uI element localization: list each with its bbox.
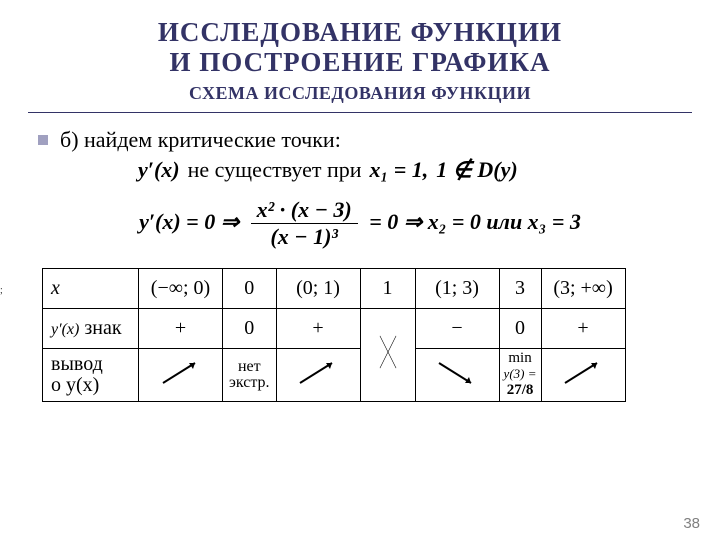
arrow-up-cell <box>139 349 223 401</box>
nonexist-text: не существует при <box>188 157 362 183</box>
point-b-line: б) найдем критические точки: <box>38 127 692 153</box>
cell: 3 <box>499 269 541 309</box>
cell: (0; 1) <box>276 269 360 309</box>
table-row: y′(x) знак + 0 + − 0 + <box>43 309 626 349</box>
cell: 0 <box>223 309 277 349</box>
point-b-text: б) найдем критические точки: <box>60 127 341 153</box>
cell: 1 <box>360 269 415 309</box>
stray-semicolon: ; <box>0 285 3 296</box>
cond1: x₁ = 1, <box>370 157 429 182</box>
arrow-up-cell <box>276 349 360 401</box>
row3-l2: о y(x) <box>51 374 99 396</box>
min-cell: min y(3) = 27/8 <box>499 349 541 401</box>
square-bullet-icon <box>38 135 48 145</box>
row3-l1: вывод <box>51 353 103 375</box>
cell: (1; 3) <box>415 269 499 309</box>
derivative-equation: y′(x) = 0 ⇒ x² · (x − 3) (x − 1)³ = 0 ⇒ … <box>28 197 692 250</box>
sign-table: x (−∞; 0) 0 (0; 1) 1 (1; 3) 3 (3; +∞) y′… <box>42 268 626 401</box>
row2-prefix: y′(x) <box>51 321 79 338</box>
row2-suffix: знак <box>79 317 121 339</box>
cell: + <box>276 309 360 349</box>
cell: + <box>139 309 223 349</box>
eq-num: x² · (x − 3) <box>251 197 358 224</box>
eq-rhs: = 0 ⇒ x₂ = 0 или x₃ = 3 <box>369 209 581 234</box>
noextr-cell: нетэкстр. <box>223 349 277 401</box>
slide-number: 38 <box>683 515 700 532</box>
nonexist-line: y′(x) не существует при x₁ = 1, 1 ∉ D(y) <box>138 157 692 183</box>
cell: (3; +∞) <box>541 269 625 309</box>
title-line-2: И ПОСТРОЕНИЕ ГРАФИКА <box>28 48 692 78</box>
noextr-l2: экстр. <box>229 374 270 391</box>
cell: 0 <box>223 269 277 309</box>
noextr-l1: нет <box>238 358 261 375</box>
cell: 0 <box>499 309 541 349</box>
cross-cell <box>360 309 415 401</box>
row1-label: x <box>51 277 60 299</box>
table-row: x (−∞; 0) 0 (0; 1) 1 (1; 3) 3 (3; +∞) <box>43 269 626 309</box>
cell: (−∞; 0) <box>139 269 223 309</box>
title-line-1: ИССЛЕДОВАНИЕ ФУНКЦИИ <box>28 18 692 48</box>
arrow-down-cell <box>415 349 499 401</box>
arrow-up-cell <box>541 349 625 401</box>
yprime: y′(x) <box>138 157 180 183</box>
min-expr: y(3) = <box>504 366 537 381</box>
cell: − <box>415 309 499 349</box>
min-label: min <box>508 350 531 366</box>
cell: + <box>541 309 625 349</box>
min-val: 27/8 <box>507 382 534 398</box>
divider <box>28 112 692 113</box>
table-row: вывод о y(x) нетэкстр. min y(3) = 27/8 <box>43 349 626 401</box>
cond2: 1 ∉ D(y) <box>436 157 517 182</box>
eq-den: (x − 1)³ <box>251 224 358 250</box>
eq-lhs: y′(x) = 0 ⇒ <box>139 209 245 234</box>
subtitle: СХЕМА ИССЛЕДОВАНИЯ ФУНКЦИИ <box>28 83 692 104</box>
